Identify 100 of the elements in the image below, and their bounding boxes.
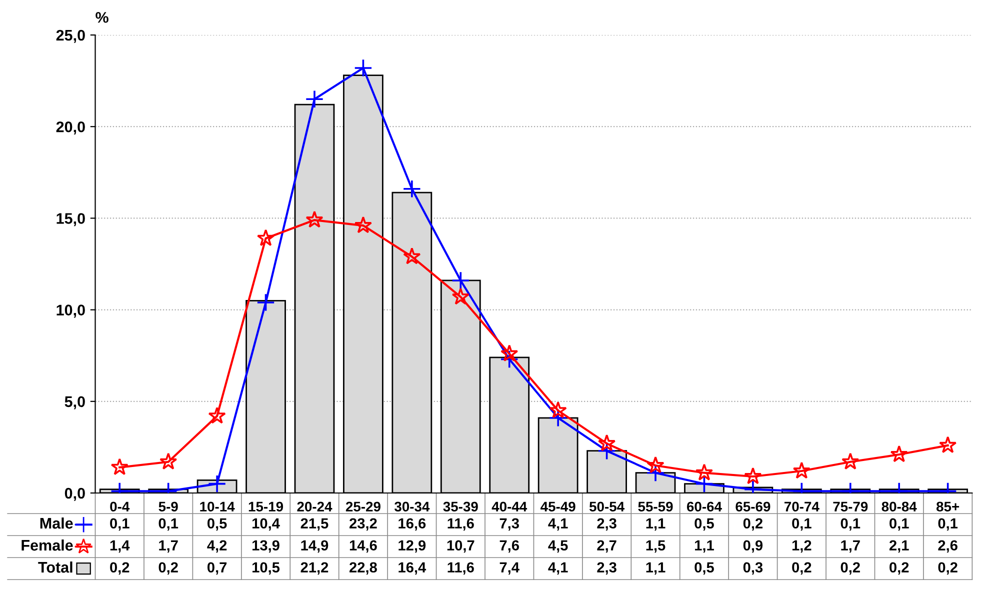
point bbox=[598, 434, 616, 452]
y-tick-label: 10,0 bbox=[56, 304, 85, 318]
data-label: 11,6 bbox=[448, 562, 474, 575]
point bbox=[452, 288, 470, 305]
data-label: 0,2 bbox=[938, 562, 958, 575]
data-label: 10,7 bbox=[447, 540, 474, 553]
data-label: 10,5 bbox=[252, 562, 280, 575]
data-label: 1,1 bbox=[646, 518, 666, 531]
data-label: 0,2 bbox=[743, 518, 762, 531]
point bbox=[694, 474, 714, 493]
x-tick-label: 50-54 bbox=[589, 502, 624, 512]
data-label: 1,4 bbox=[110, 540, 130, 553]
x-tick-label: 5-9 bbox=[158, 502, 178, 512]
point bbox=[208, 406, 226, 424]
data-label: 14,9 bbox=[301, 540, 328, 553]
data-label: 1,2 bbox=[792, 540, 812, 553]
data-label: 21,5 bbox=[300, 518, 328, 531]
data-label: 16,6 bbox=[398, 518, 426, 531]
data-label: 0,1 bbox=[792, 518, 812, 531]
data-label: 7,4 bbox=[500, 562, 520, 575]
legend-label: Female bbox=[22, 539, 73, 551]
x-tick-label: 25-29 bbox=[346, 502, 380, 512]
x-tick-label: 10-14 bbox=[200, 502, 235, 512]
x-tick-label: 85+ bbox=[936, 502, 960, 512]
data-label: 10,4 bbox=[252, 518, 280, 531]
data-label: 11,6 bbox=[448, 518, 474, 531]
point bbox=[110, 458, 128, 475]
point bbox=[354, 216, 372, 234]
point bbox=[305, 90, 324, 108]
x-tick-label: 35-39 bbox=[443, 502, 478, 512]
data-label: 14,6 bbox=[350, 540, 377, 553]
data-label: 0,1 bbox=[110, 518, 130, 531]
data-label: 2,7 bbox=[597, 540, 616, 553]
data-label: 0,3 bbox=[743, 562, 763, 575]
data-label: 2,3 bbox=[597, 518, 616, 531]
x-tick-label: 20-24 bbox=[297, 502, 332, 512]
data-label: 0,2 bbox=[792, 562, 812, 575]
data-label: 0,1 bbox=[840, 518, 860, 531]
x-tick-label: 70-74 bbox=[784, 502, 820, 512]
y-tick-label: 20,0 bbox=[56, 121, 85, 134]
x-tick-label: 0-4 bbox=[110, 502, 130, 512]
data-label: 0,5 bbox=[694, 518, 714, 531]
data-label: 0,2 bbox=[840, 562, 860, 575]
point bbox=[695, 464, 714, 480]
data-label: 0,2 bbox=[158, 562, 178, 575]
x-tick-label: 65-69 bbox=[736, 502, 770, 512]
point bbox=[792, 462, 810, 479]
x-tick-label: 30-34 bbox=[394, 502, 430, 512]
data-label: 7,6 bbox=[500, 540, 519, 553]
data-label: 1,1 bbox=[695, 540, 714, 553]
data-label: 1,1 bbox=[646, 562, 666, 575]
data-label: 2,3 bbox=[597, 562, 616, 575]
point bbox=[306, 210, 324, 228]
data-label: 4,5 bbox=[548, 540, 568, 553]
point bbox=[500, 350, 519, 368]
y-tick-label: 15,0 bbox=[56, 213, 85, 226]
data-label: 0,5 bbox=[694, 562, 714, 575]
data-label: 2,6 bbox=[938, 540, 958, 553]
y-tick-label: 5,0 bbox=[64, 396, 85, 410]
x-tick-label: 80-84 bbox=[882, 502, 917, 512]
data-label: 13,9 bbox=[252, 540, 280, 553]
legend-label: Male bbox=[40, 517, 73, 529]
data-label: 4,2 bbox=[207, 540, 227, 553]
point bbox=[890, 445, 908, 462]
point bbox=[160, 452, 178, 470]
y-tick-label: 25,0 bbox=[56, 30, 85, 43]
data-label: 0,1 bbox=[890, 518, 909, 531]
data-label: 7,3 bbox=[500, 518, 519, 531]
data-label: 0,9 bbox=[743, 540, 763, 553]
point bbox=[403, 247, 421, 264]
x-tick-label: 45-49 bbox=[540, 502, 576, 512]
data-label: 21,2 bbox=[300, 562, 328, 575]
point bbox=[256, 229, 275, 246]
y-tick-label: 0,0 bbox=[64, 488, 85, 501]
point bbox=[402, 180, 422, 198]
y-axis-title: % bbox=[96, 12, 108, 23]
point bbox=[842, 452, 860, 470]
data-label: 0,1 bbox=[938, 518, 958, 531]
data-label: 4,1 bbox=[548, 518, 568, 531]
point bbox=[549, 401, 567, 418]
point bbox=[256, 293, 276, 312]
data-label: 16,4 bbox=[398, 562, 426, 575]
data-label: 1,5 bbox=[646, 540, 666, 553]
data-label: 22,8 bbox=[350, 562, 377, 575]
data-label: 1,7 bbox=[159, 540, 178, 553]
x-tick-label: 55-59 bbox=[638, 502, 673, 512]
point bbox=[354, 58, 372, 78]
data-label: 0,2 bbox=[110, 562, 130, 575]
x-tick-label: 40-44 bbox=[492, 502, 528, 512]
data-label: 12,9 bbox=[398, 540, 426, 553]
data-label: 4,1 bbox=[548, 562, 568, 575]
point bbox=[451, 271, 470, 290]
data-label: 0,1 bbox=[158, 518, 178, 531]
data-label: 2,1 bbox=[889, 540, 909, 553]
data-label: 0,7 bbox=[207, 562, 227, 575]
data-label: 0,2 bbox=[890, 562, 909, 575]
x-tick-label: 15-19 bbox=[248, 502, 284, 512]
point bbox=[938, 436, 957, 454]
data-label: 0,5 bbox=[207, 518, 227, 531]
x-tick-label: 60-64 bbox=[686, 502, 722, 512]
